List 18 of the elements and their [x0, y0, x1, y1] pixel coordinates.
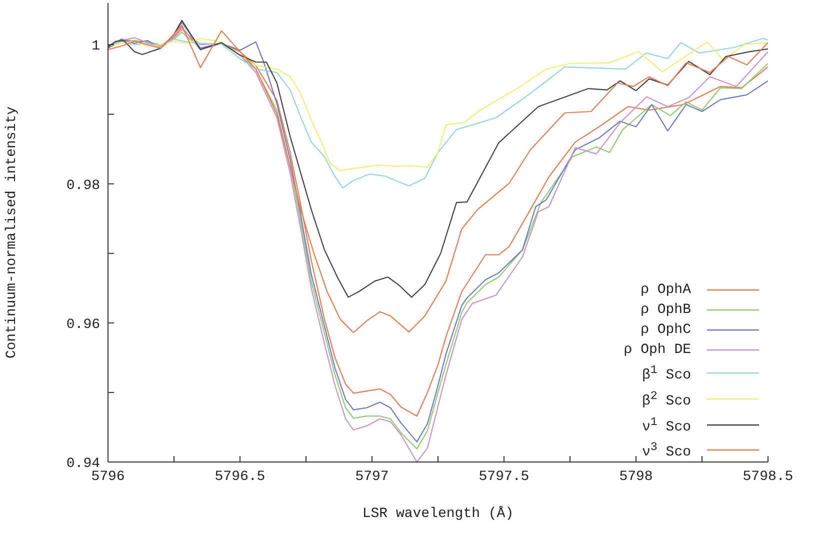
- legend-label: ρ OphB: [640, 301, 691, 320]
- legend-label: ρ Oph DE: [624, 341, 691, 360]
- x-tick-label: 5798: [619, 468, 653, 485]
- legend-label: β$^{2}$ Sco: [642, 388, 691, 412]
- y-axis-title: Continuum-normalised intensity: [4, 106, 20, 359]
- x-tick-label: 5796.5: [214, 468, 266, 485]
- x-tick-label: 5797.5: [478, 468, 530, 485]
- x-tick-label: 5798.5: [742, 468, 794, 485]
- legend-label: ρ OphA: [640, 281, 691, 300]
- x-tick-label: 5797: [355, 468, 389, 485]
- y-tick-label: 0.98: [66, 178, 100, 194]
- legend-label: ν$^{1}$ Sco: [642, 414, 691, 438]
- legend-label: ν$^{3}$ Sco: [642, 439, 691, 463]
- y-tick-label: 1: [92, 38, 100, 55]
- y-tick-label: 0.96: [66, 316, 100, 333]
- x-axis-title: LSR wavelength (Å): [362, 505, 514, 522]
- legend-label: ρ OphC: [640, 321, 691, 340]
- legend-label: β$^{1}$ Sco: [642, 362, 691, 386]
